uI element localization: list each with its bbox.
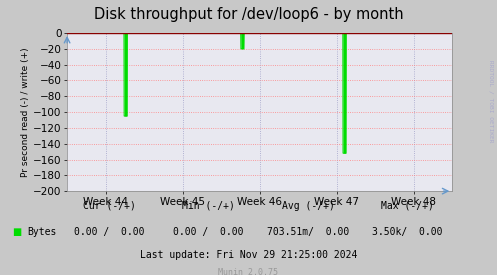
Text: Max (-/+): Max (-/+) <box>381 201 434 211</box>
Text: Avg (-/+): Avg (-/+) <box>282 201 334 211</box>
Text: Disk throughput for /dev/loop6 - by month: Disk throughput for /dev/loop6 - by mont… <box>94 7 403 22</box>
Text: RRDTOOL / TOBI OETIKER: RRDTOOL / TOBI OETIKER <box>489 60 494 143</box>
Y-axis label: Pr second read (-) / write (+): Pr second read (-) / write (+) <box>21 47 30 177</box>
Text: Cur (-/+): Cur (-/+) <box>83 201 136 211</box>
Text: Min (-/+): Min (-/+) <box>182 201 235 211</box>
Text: Munin 2.0.75: Munin 2.0.75 <box>219 268 278 275</box>
Text: 0.00 /  0.00: 0.00 / 0.00 <box>173 227 244 237</box>
Text: Bytes: Bytes <box>27 227 57 237</box>
Text: 3.50k/  0.00: 3.50k/ 0.00 <box>372 227 443 237</box>
Text: 703.51m/  0.00: 703.51m/ 0.00 <box>267 227 349 237</box>
Text: ■: ■ <box>12 227 22 237</box>
Text: Last update: Fri Nov 29 21:25:00 2024: Last update: Fri Nov 29 21:25:00 2024 <box>140 250 357 260</box>
Text: 0.00 /  0.00: 0.00 / 0.00 <box>74 227 145 237</box>
